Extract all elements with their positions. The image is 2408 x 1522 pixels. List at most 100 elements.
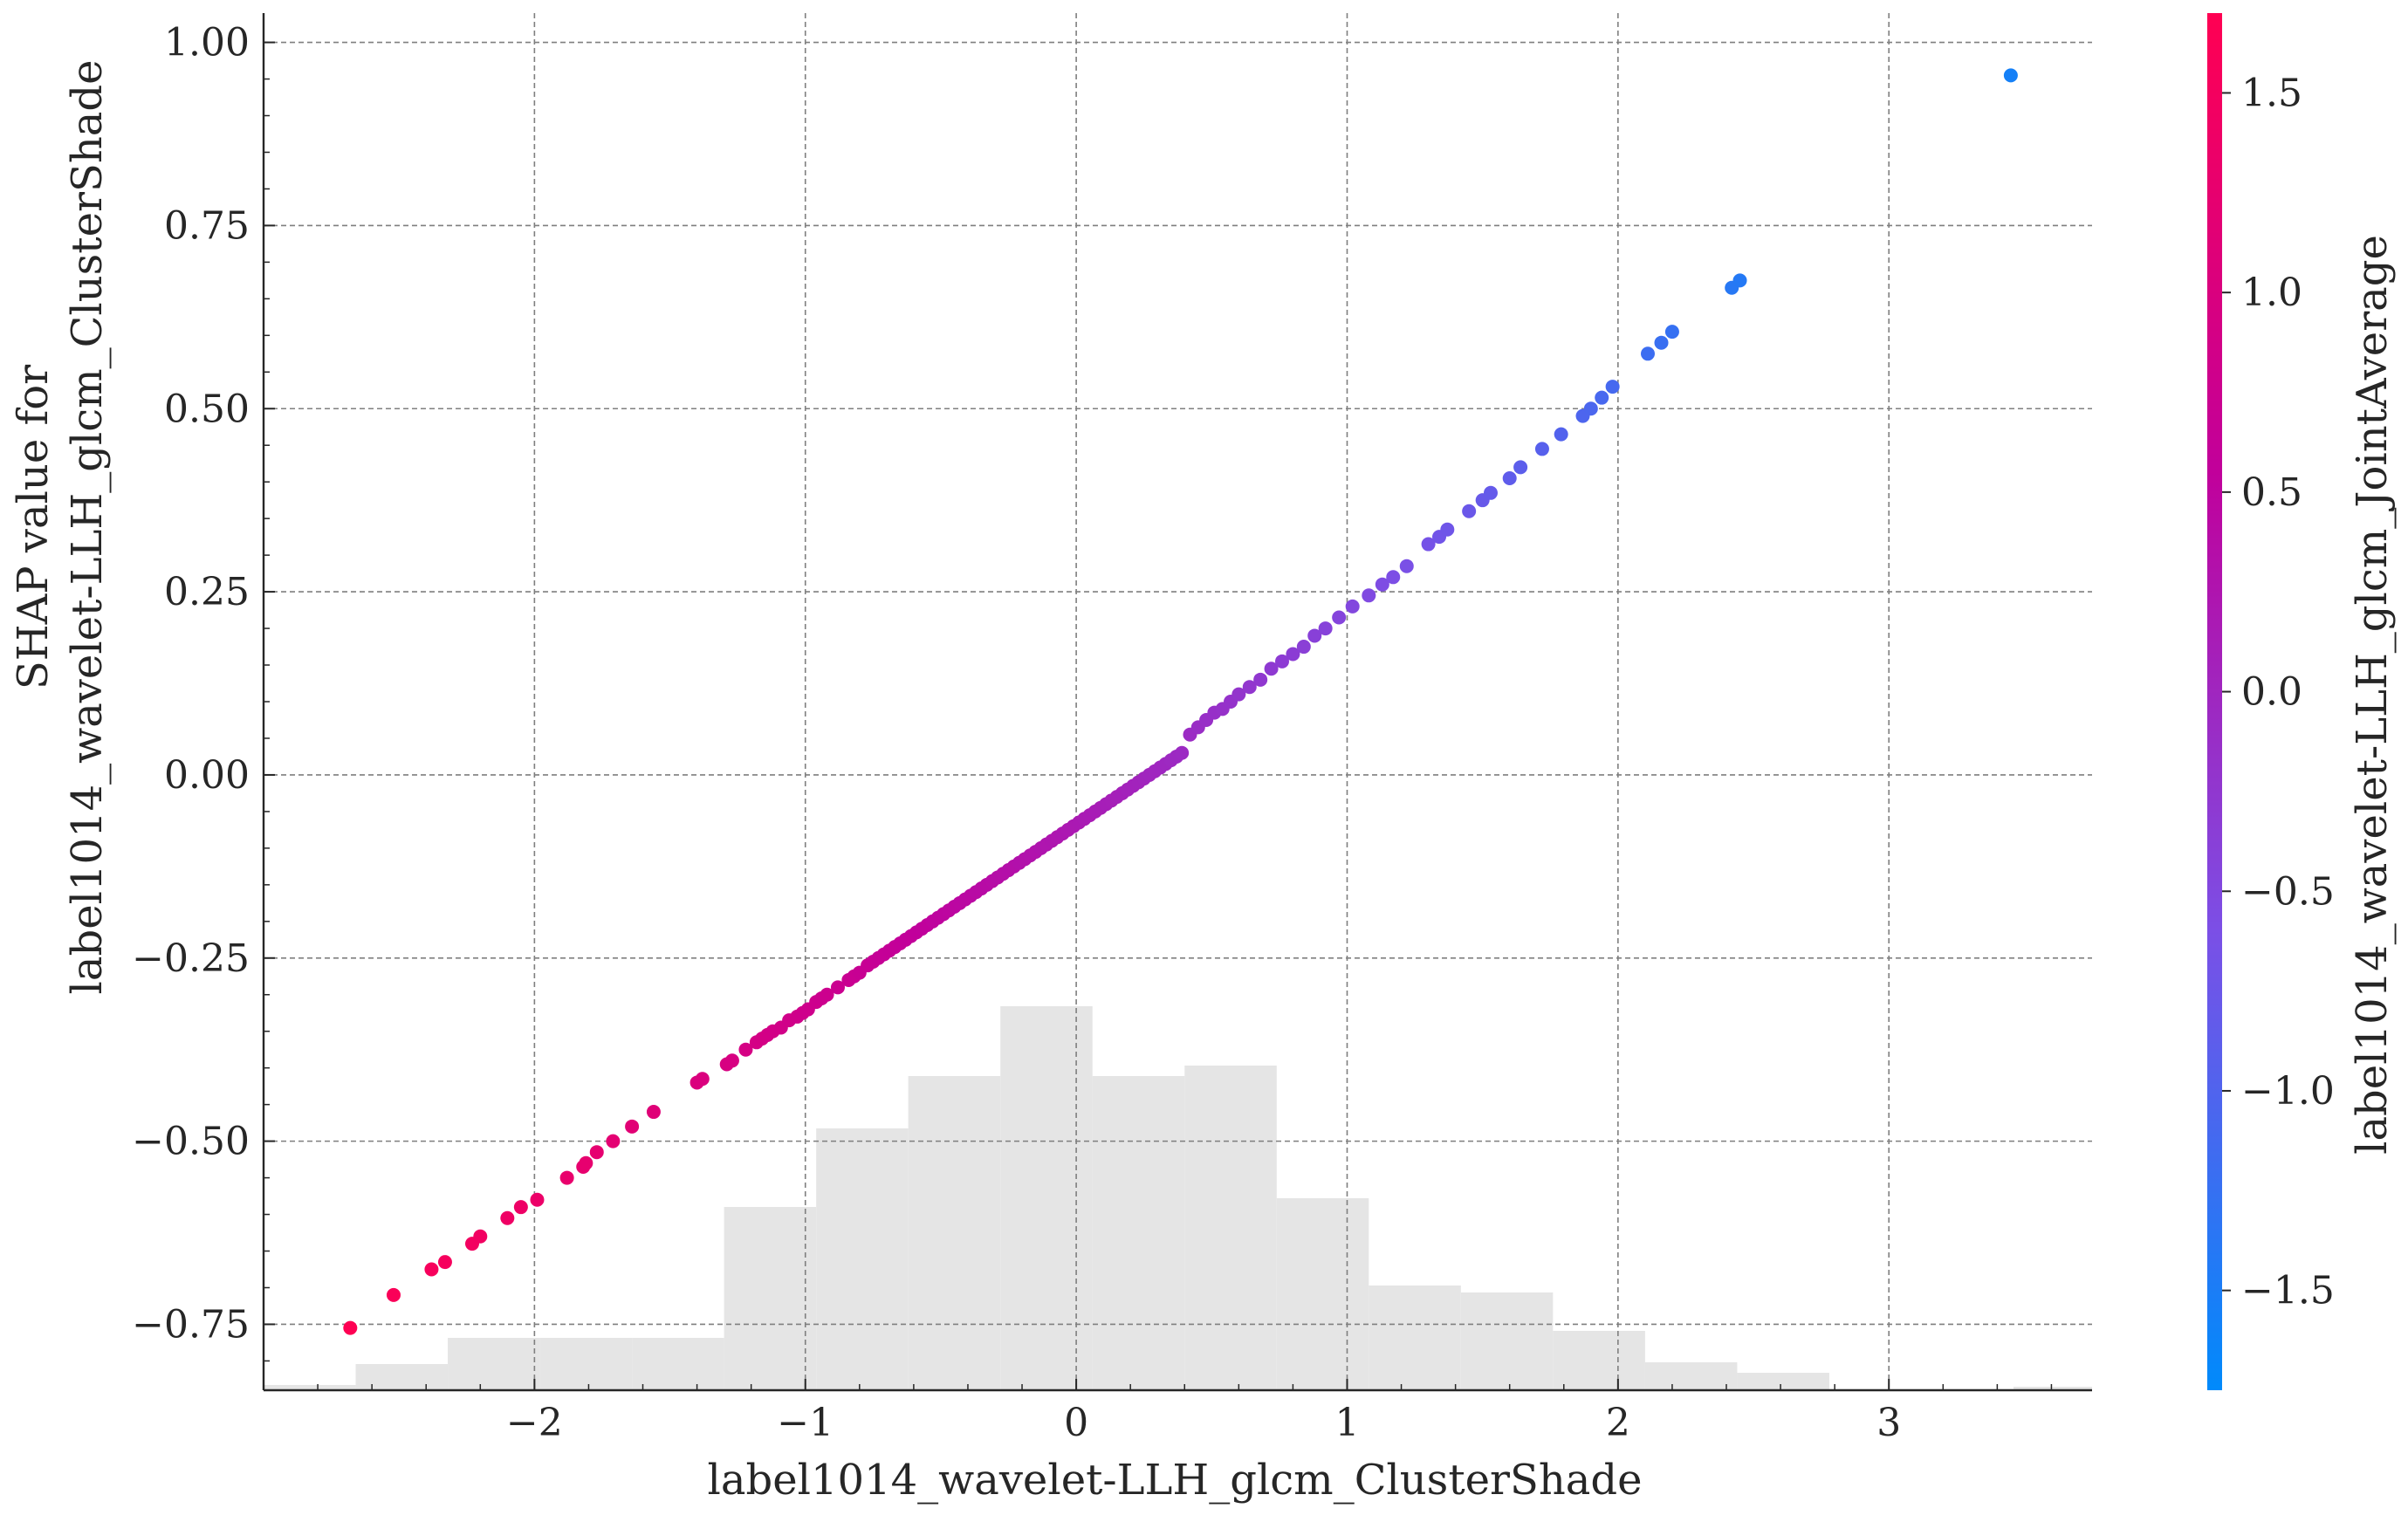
data-point xyxy=(1605,380,1620,394)
data-point xyxy=(738,1042,753,1057)
y-tick-label: −0.25 xyxy=(132,936,250,981)
histogram-bar xyxy=(355,1364,449,1390)
colorbar-tick-label: −1.5 xyxy=(2241,1269,2335,1313)
data-point xyxy=(625,1119,640,1134)
data-point xyxy=(513,1200,528,1215)
data-point xyxy=(1296,640,1311,655)
data-point xyxy=(1332,610,1347,625)
data-point xyxy=(437,1255,452,1270)
histogram-bar xyxy=(1369,1285,1461,1390)
histogram-bar xyxy=(632,1338,724,1390)
data-point xyxy=(695,1072,710,1087)
data-point xyxy=(1242,680,1257,695)
histogram-bar xyxy=(1737,1373,1829,1390)
data-point xyxy=(1399,559,1414,573)
data-point xyxy=(606,1134,621,1148)
data-point xyxy=(1175,745,1190,760)
data-point xyxy=(589,1145,604,1160)
colorbar-tick-label: 1.0 xyxy=(2241,271,2302,315)
y-tick-label: 0.25 xyxy=(164,570,250,614)
histogram-bar xyxy=(816,1128,909,1390)
x-tick-label: −2 xyxy=(506,1401,563,1445)
data-point xyxy=(1318,621,1333,636)
colorbar-label: label1014_wavelet-LLH_glcm_JointAverage xyxy=(2348,235,2397,1155)
data-point xyxy=(820,987,834,1002)
x-tick-label: 0 xyxy=(1064,1401,1088,1445)
y-tick-label: 0.00 xyxy=(164,753,250,798)
data-point xyxy=(1640,346,1655,361)
data-point xyxy=(1534,442,1549,456)
x-axis-label: label1014_wavelet-LLH_glcm_ClusterShade xyxy=(708,1456,1643,1505)
colorbar-tick-label: 0.5 xyxy=(2241,470,2302,515)
data-point xyxy=(1264,662,1279,676)
x-tick-label: 3 xyxy=(1876,1401,1901,1445)
histogram-bar xyxy=(264,1385,356,1390)
y-tick-label: −0.75 xyxy=(132,1302,250,1347)
data-point xyxy=(500,1210,515,1225)
data-point xyxy=(1286,647,1300,662)
histogram-bar xyxy=(724,1207,817,1390)
grid-layer xyxy=(264,13,2092,1390)
histogram-bar xyxy=(1644,1362,1738,1390)
data-point xyxy=(724,1053,739,1068)
data-point xyxy=(1274,654,1289,668)
data-point xyxy=(1362,588,1376,603)
histogram-bar xyxy=(908,1076,1001,1390)
data-point xyxy=(530,1192,545,1207)
data-point xyxy=(343,1320,358,1335)
y-tick-label: 1.00 xyxy=(164,21,250,65)
colorbar-tick-label: −1.0 xyxy=(2241,1069,2335,1114)
y-axis-label-line2: label1014_wavelet-LLH_glcm_ClusterShade xyxy=(63,60,112,995)
data-point xyxy=(1253,672,1268,687)
y-tick-label: −0.50 xyxy=(132,1120,250,1164)
data-point xyxy=(473,1229,488,1244)
colorbar-tick-label: 1.5 xyxy=(2241,71,2302,115)
data-point xyxy=(1732,273,1747,288)
data-point xyxy=(1513,460,1528,475)
data-point xyxy=(1483,485,1498,500)
histogram-bar xyxy=(448,1338,540,1390)
data-point xyxy=(386,1287,401,1302)
data-point xyxy=(646,1105,661,1120)
data-point xyxy=(1462,504,1477,518)
data-point xyxy=(1595,390,1609,405)
histogram-bar xyxy=(1553,1331,1645,1390)
histogram-bar xyxy=(1000,1006,1093,1390)
colorbar-tick-label: 0.0 xyxy=(2241,670,2302,715)
x-tick-label: 1 xyxy=(1334,1401,1359,1445)
data-point xyxy=(1583,401,1598,416)
data-point xyxy=(1386,570,1401,585)
data-point xyxy=(1375,577,1389,592)
histogram-layer xyxy=(264,1006,2092,1390)
data-point xyxy=(1307,628,1322,643)
colorbar-gradient xyxy=(2207,13,2222,1390)
x-tick-label: 2 xyxy=(1606,1401,1630,1445)
data-point xyxy=(559,1170,574,1185)
data-point xyxy=(579,1155,593,1170)
data-point xyxy=(2003,68,2018,83)
y-tick-label: 0.75 xyxy=(164,203,250,248)
colorbar-tick-label: −0.5 xyxy=(2241,869,2335,914)
data-point xyxy=(424,1262,439,1277)
data-point xyxy=(1440,522,1455,537)
tick-layer: −2 −1 0 1 2 3 1.00 0.75 0.50 0.25 0.00 −0.25 −0.50 −0… xyxy=(132,21,2053,1445)
y-axis-label: SHAP value for xyxy=(9,365,58,689)
data-point xyxy=(1554,427,1568,442)
histogram-bar xyxy=(1276,1198,1369,1390)
y-tick-label: 0.50 xyxy=(164,387,250,431)
points-layer xyxy=(343,68,2018,1335)
data-point xyxy=(1664,325,1679,339)
colorbar: 1.5 1.0 0.5 0.0 −0.5 −1.0 −1.5 xyxy=(2207,13,2335,1390)
data-point xyxy=(1654,335,1669,350)
data-point xyxy=(830,980,845,995)
histogram-bar xyxy=(1092,1076,1185,1390)
data-point xyxy=(1231,687,1246,702)
data-point xyxy=(1502,470,1517,485)
histogram-bar xyxy=(539,1338,633,1390)
data-point xyxy=(1345,599,1360,614)
histogram-bar xyxy=(1184,1066,1277,1390)
histogram-bar xyxy=(1460,1292,1554,1390)
x-tick-label: −1 xyxy=(777,1401,834,1445)
